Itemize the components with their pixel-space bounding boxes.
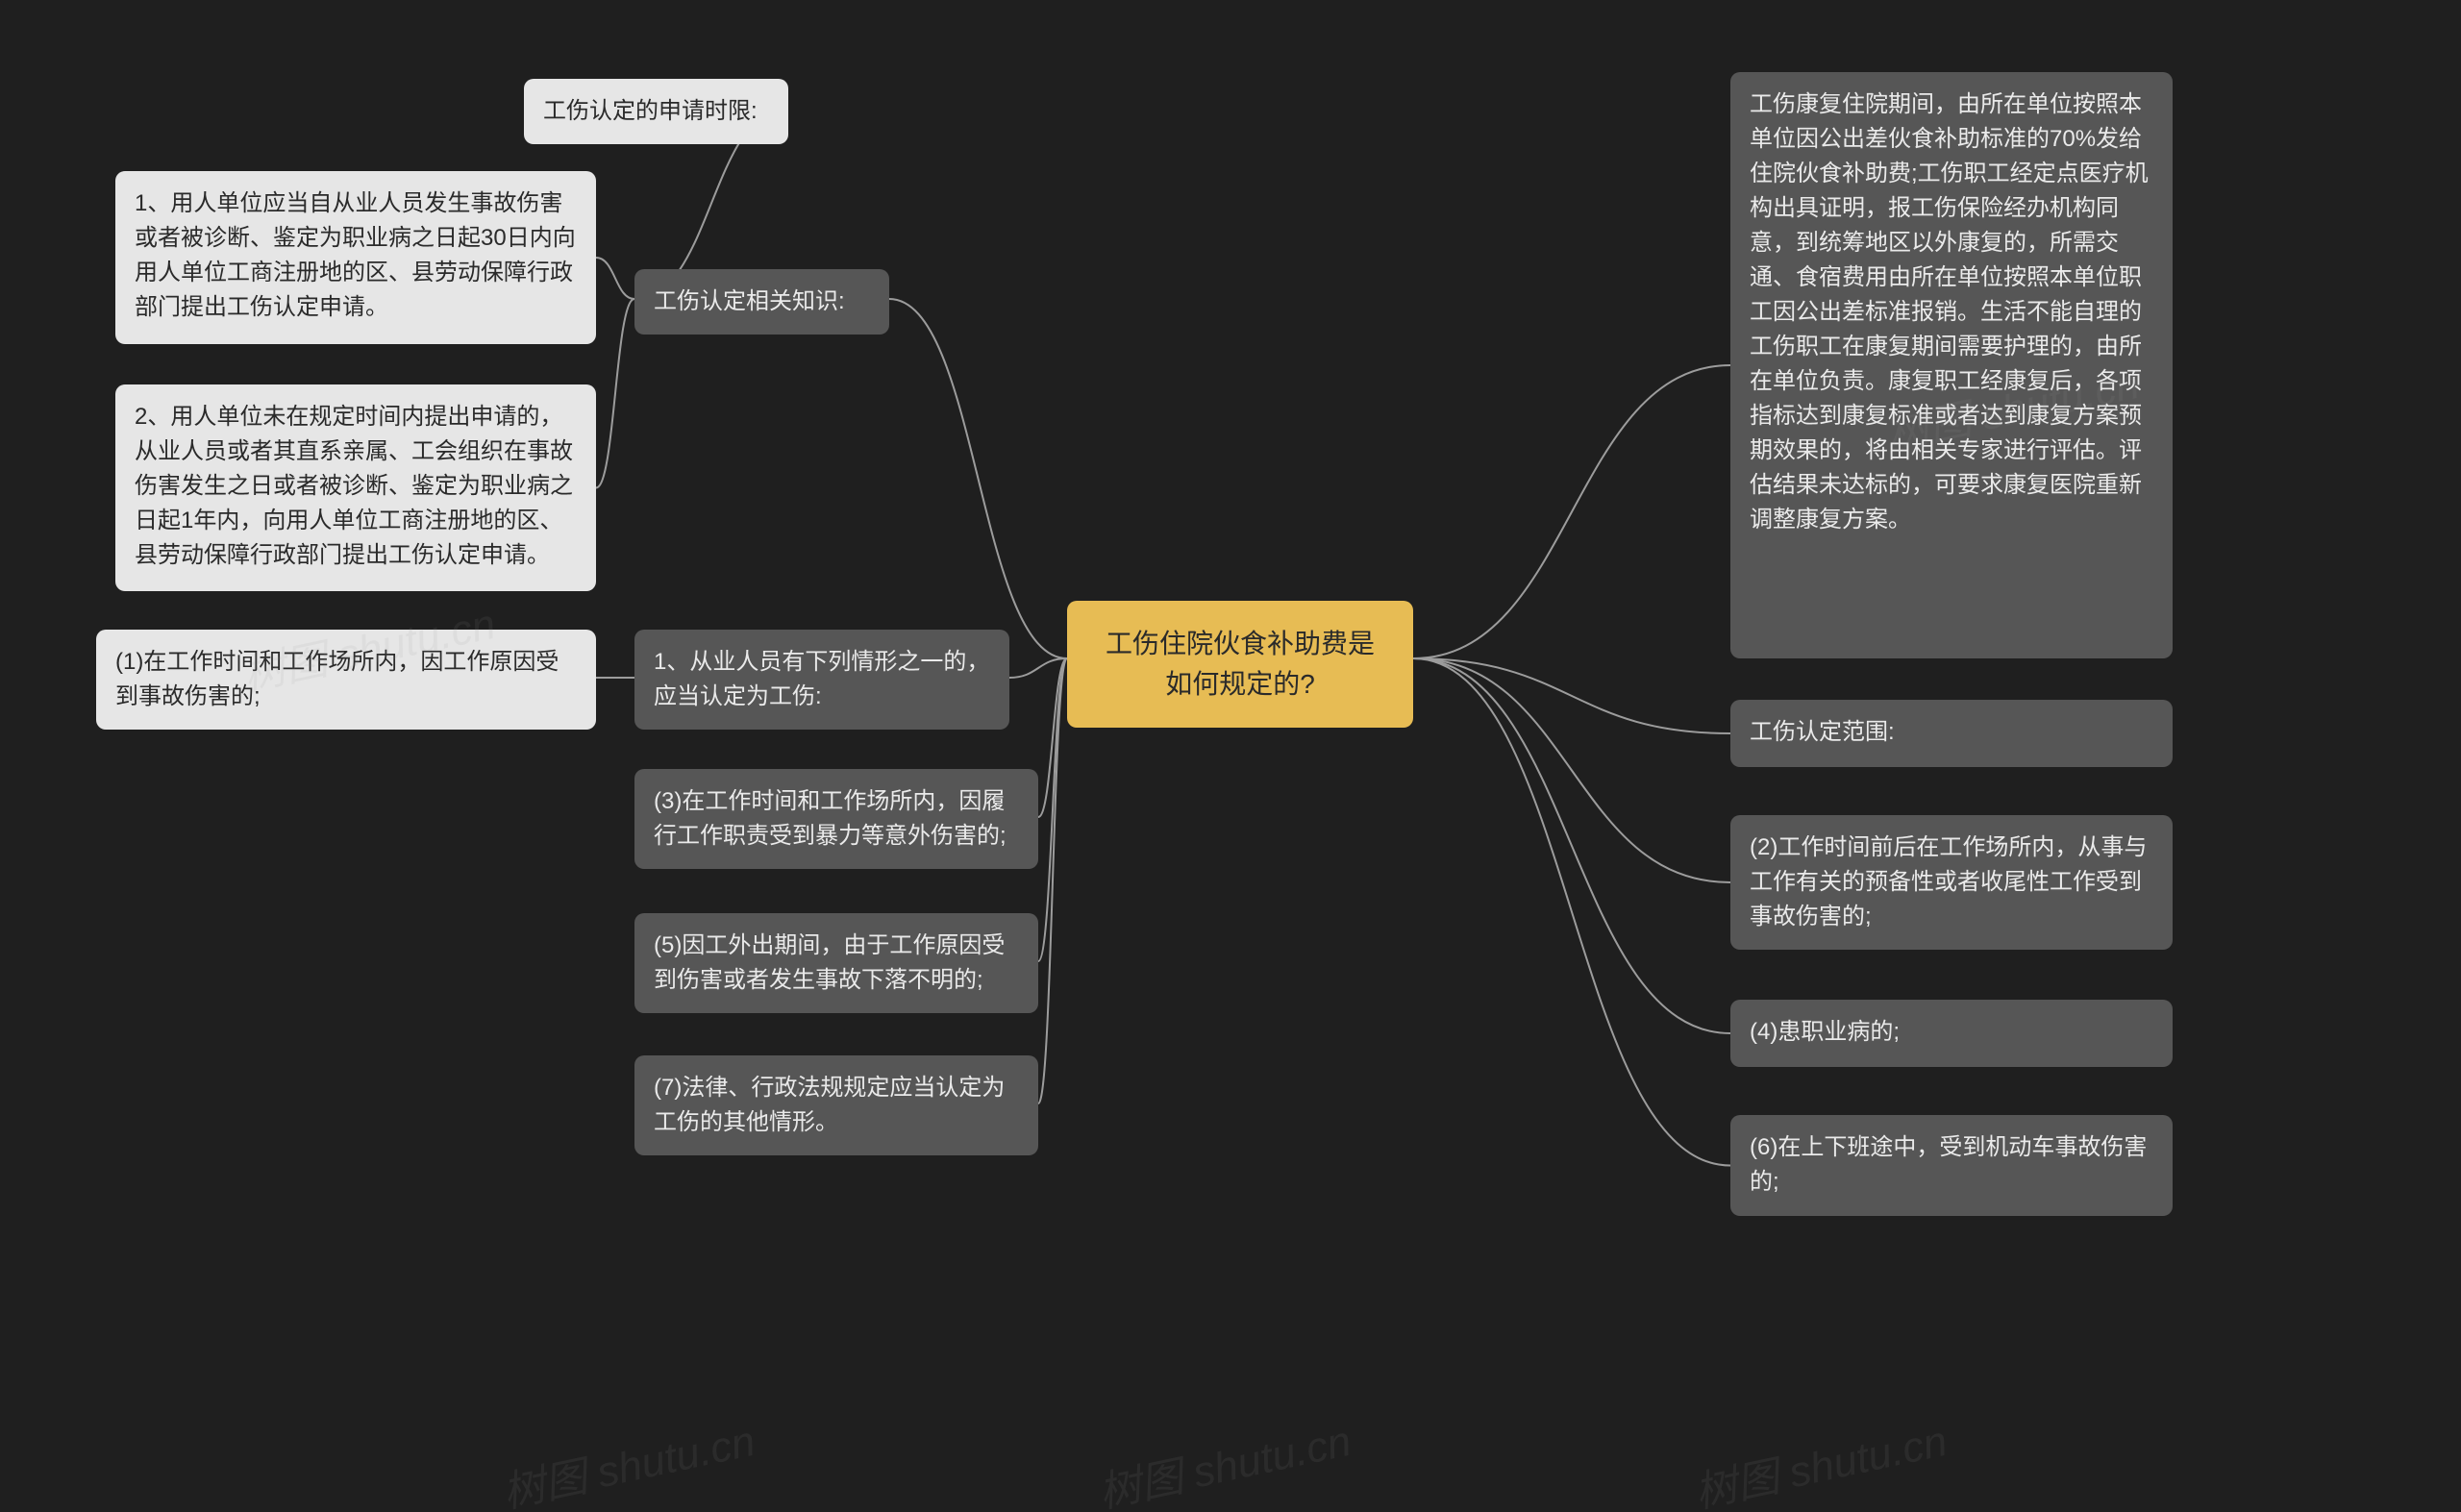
node-l2[interactable]: (3)在工作时间和工作场所内，因履行工作职责受到暴力等意外伤害的; bbox=[634, 769, 1038, 869]
watermark-2: 树图 shutu.cn bbox=[1092, 1406, 1355, 1512]
node-l0b[interactable]: 1、用人单位应当自从业人员发生事故伤害或者被诊断、鉴定为职业病之日起30日内向用… bbox=[115, 171, 596, 344]
node-root[interactable]: 工伤住院伙食补助费是如何规定的? bbox=[1067, 601, 1413, 728]
node-l1[interactable]: 1、从业人员有下列情形之一的，应当认定为工伤: bbox=[634, 630, 1009, 730]
node-l0[interactable]: 工伤认定相关知识: bbox=[634, 269, 889, 335]
node-l3[interactable]: (5)因工外出期间，由于工作原因受到伤害或者发生事故下落不明的; bbox=[634, 913, 1038, 1013]
node-l1a[interactable]: (1)在工作时间和工作场所内，因工作原因受到事故伤害的; bbox=[96, 630, 596, 730]
node-r4[interactable]: (4)患职业病的; bbox=[1730, 1000, 2173, 1067]
node-l0c[interactable]: 2、用人单位未在规定时间内提出申请的，从业人员或者其直系亲属、工会组织在事故伤害… bbox=[115, 384, 596, 591]
node-l4[interactable]: (7)法律、行政法规规定应当认定为工伤的其他情形。 bbox=[634, 1055, 1038, 1155]
node-l0a[interactable]: 工伤认定的申请时限: bbox=[524, 79, 788, 144]
watermark-3: 树图 shutu.cn bbox=[1688, 1406, 1951, 1512]
node-r3[interactable]: (2)工作时间前后在工作场所内，从事与工作有关的预备性或者收尾性工作受到事故伤害… bbox=[1730, 815, 2173, 950]
watermark-1: 树图 shutu.cn bbox=[496, 1406, 759, 1512]
node-r5[interactable]: (6)在上下班途中，受到机动车事故伤害的; bbox=[1730, 1115, 2173, 1216]
node-r1[interactable]: 工伤康复住院期间，由所在单位按照本单位因公出差伙食补助标准的70%发给住院伙食补… bbox=[1730, 72, 2173, 658]
mindmap-canvas: 工伤住院伙食补助费是如何规定的? 工伤康复住院期间，由所在单位按照本单位因公出差伙… bbox=[0, 0, 2461, 1512]
node-r2[interactable]: 工伤认定范围: bbox=[1730, 700, 2173, 767]
